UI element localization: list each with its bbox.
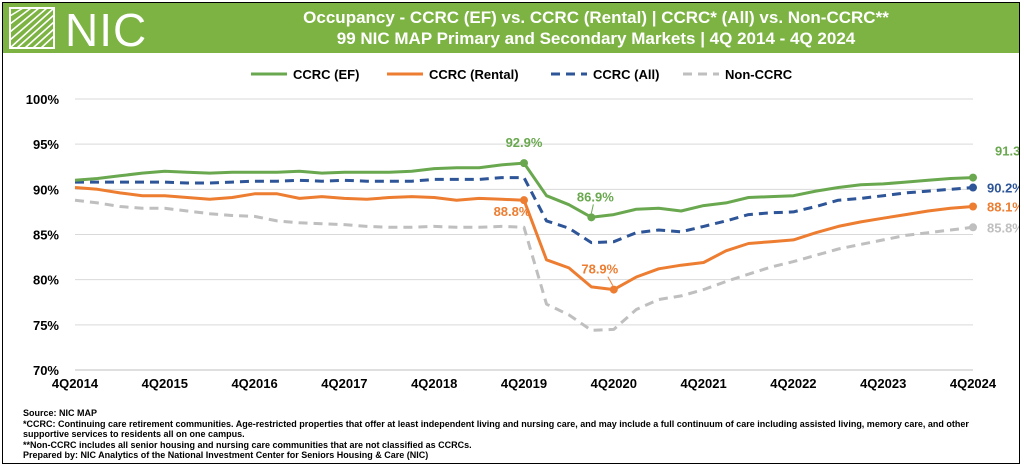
logo-text: NIC (65, 3, 147, 57)
y-tick-label: 75% (33, 318, 59, 333)
data-point-marker (969, 202, 977, 210)
x-axis-ticks: 4Q2014 4Q2015 4Q2016 4Q2017 4Q2018 4Q2019 4Q20… (52, 376, 997, 391)
data-label-leader (608, 277, 613, 286)
chart-notes: Source: NIC MAP *CCRC: Continuing care r… (23, 408, 1013, 461)
legend-label: CCRC (All) (593, 67, 659, 82)
chart-frame: NIC Occupancy - CCRC (EF) vs. CCRC (Rent… (2, 2, 1020, 464)
y-tick-label: 100% (26, 92, 60, 107)
y-axis-ticks: 70%75%80%85%90%95%100% (26, 92, 60, 378)
x-tick-label: 4Q2020 (591, 376, 637, 391)
chart-legend: CCRC (EF) CCRC (Rental) CCRC (All) Non-CCRC (251, 67, 793, 82)
chart-series (75, 163, 973, 330)
source-note: Source: NIC MAP (23, 408, 1013, 419)
legend-label: Non-CCRC (725, 67, 793, 82)
ccrc-definition-note: *CCRC: Continuing care retirement commun… (23, 419, 1013, 440)
x-tick-label: 4Q2019 (501, 376, 547, 391)
data-label: 88.1% (987, 199, 1019, 214)
chart-header: NIC Occupancy - CCRC (EF) vs. CCRC (Rent… (3, 3, 1019, 53)
x-tick-label: 4Q2016 (231, 376, 277, 391)
series-line-non-ccrc (75, 200, 973, 330)
x-tick-label: 4Q2023 (860, 376, 906, 391)
y-tick-label: 90% (33, 182, 59, 197)
x-tick-label: 4Q2024 (950, 376, 997, 391)
data-point-marker (969, 223, 977, 231)
chart-title-line-1: Occupancy - CCRC (EF) vs. CCRC (Rental) … (173, 7, 1019, 28)
y-tick-label: 85% (33, 228, 59, 243)
y-tick-label: 80% (33, 273, 59, 288)
legend-label: CCRC (EF) (293, 67, 359, 82)
x-tick-label: 4Q2015 (142, 376, 188, 391)
data-label: 90.2% (987, 181, 1019, 196)
x-tick-label: 4Q2018 (411, 376, 457, 391)
x-tick-label: 4Q2022 (770, 376, 816, 391)
non-ccrc-definition-note: **Non-CCRC includes all senior housing a… (23, 440, 1013, 451)
data-label: 91.3% (995, 144, 1019, 159)
data-point-marker (969, 174, 977, 182)
data-label: 78.9% (581, 262, 618, 277)
x-tick-label: 4Q2014 (52, 376, 99, 391)
chart-title-line-2: 99 NIC MAP Primary and Secondary Markets… (173, 28, 1019, 49)
data-label: 88.8% (494, 204, 531, 219)
line-chart: 70%75%80%85%90%95%100% 4Q2014 4Q2015 4Q201… (3, 53, 1019, 408)
data-label-leader (591, 204, 593, 213)
x-tick-label: 4Q2017 (321, 376, 367, 391)
data-point-marker (969, 184, 977, 192)
data-point-marker (520, 159, 528, 167)
data-point-marker (610, 286, 618, 294)
prepared-by-note: Prepared by: NIC Analytics of the Nation… (23, 450, 1013, 461)
nic-logo-icon (9, 7, 61, 49)
x-tick-label: 4Q2021 (680, 376, 726, 391)
data-label: 85.8% (987, 220, 1019, 235)
data-point-marker (587, 213, 595, 221)
data-label: 86.9% (577, 189, 614, 204)
data-point-marker (520, 196, 528, 204)
legend-label: CCRC (Rental) (429, 67, 519, 82)
nic-logo: NIC (9, 7, 199, 49)
data-label: 92.9% (506, 135, 543, 150)
y-tick-label: 95% (33, 137, 59, 152)
